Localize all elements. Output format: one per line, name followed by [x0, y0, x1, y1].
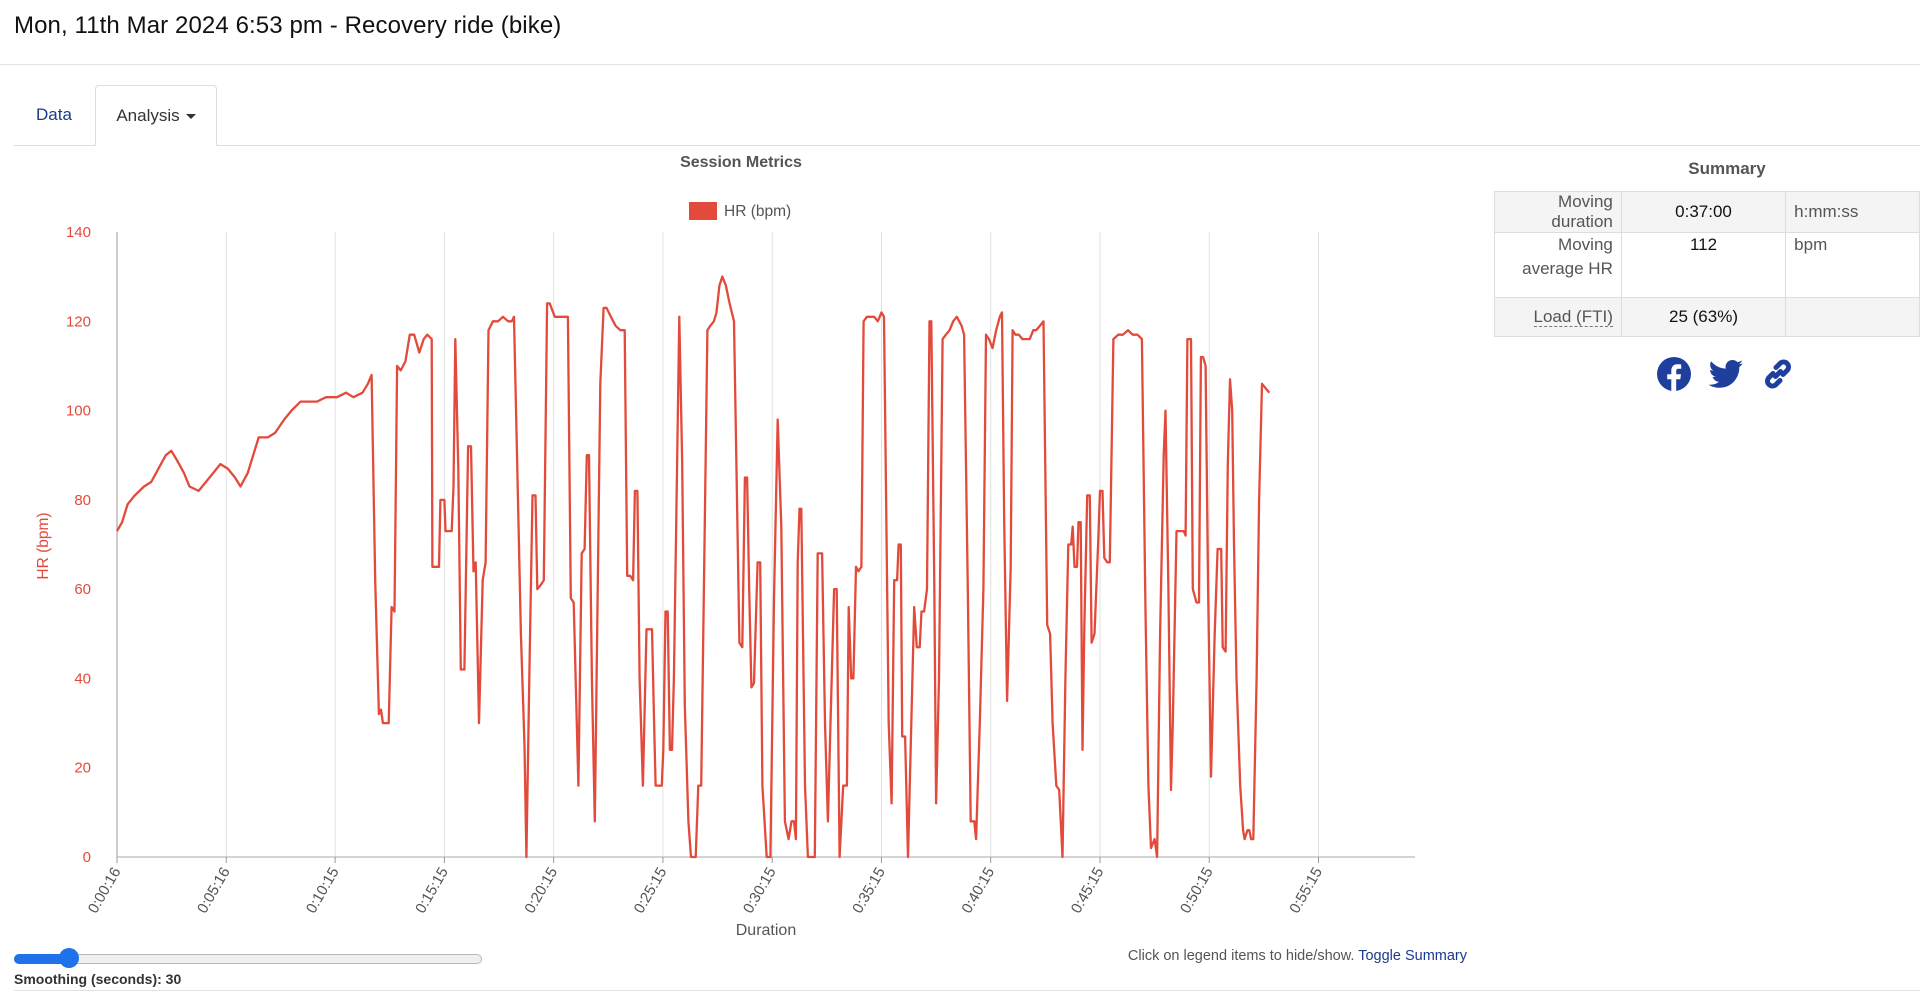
- summary-value: 0:37:00: [1620, 191, 1787, 233]
- twitter-icon: [1708, 360, 1743, 388]
- tab-data[interactable]: Data: [14, 85, 94, 145]
- y-tick-label: 80: [74, 492, 91, 509]
- x-tick-label: 0:15:15: [412, 865, 452, 917]
- summary-label: Moving average HR: [1494, 232, 1622, 298]
- slider-track[interactable]: [14, 954, 482, 964]
- x-tick-label: 0:20:15: [521, 865, 561, 917]
- legend-hint: Click on legend items to hide/show. Togg…: [1128, 948, 1467, 964]
- y-tick-label: 100: [66, 403, 91, 420]
- page-title: Mon, 11th Mar 2024 6:53 pm - Recovery ri…: [14, 12, 562, 39]
- y-tick-label: 40: [74, 670, 91, 687]
- summary-title: Summary: [1688, 159, 1766, 178]
- x-tick-label: 0:05:16: [194, 865, 234, 917]
- tab-analysis[interactable]: Analysis: [95, 85, 217, 146]
- smoothing-slider[interactable]: [14, 948, 482, 968]
- smoothing-value: 30: [165, 971, 182, 987]
- summary-value: 112: [1620, 232, 1787, 298]
- table-row: Load (FTI) 25 (63%): [1494, 297, 1920, 337]
- twitter-share-button[interactable]: [1708, 356, 1744, 392]
- x-tick-label: 0:45:15: [1068, 865, 1108, 917]
- summary-unit: bpm: [1785, 232, 1920, 298]
- x-axis: 0:00:16 0:05:16 0:10:15 0:15:15 0:20:15 0:25:…: [85, 857, 1326, 916]
- legend-swatch[interactable]: [689, 202, 717, 220]
- summary-table: Moving duration 0:37:00 h:mm:ss Moving a…: [1494, 191, 1920, 337]
- table-row: Moving duration 0:37:00 h:mm:ss: [1494, 191, 1920, 233]
- summary-unit: [1785, 297, 1920, 337]
- y-axis-label: HR (bpm): [35, 512, 52, 579]
- x-axis-label: Duration: [736, 922, 796, 939]
- summary-label: Load (FTI): [1494, 297, 1622, 337]
- facebook-share-button[interactable]: [1656, 356, 1692, 392]
- tab-data-label: Data: [36, 105, 72, 124]
- x-tick-label: 0:55:15: [1286, 865, 1326, 917]
- x-tick-label: 0:00:16: [85, 865, 125, 917]
- facebook-icon: [1657, 357, 1691, 392]
- summary-value: 25 (63%): [1620, 297, 1787, 337]
- link-icon: [1765, 359, 1791, 389]
- smoothing-label: Smoothing (seconds): 30: [14, 971, 181, 987]
- hr-chart: Session Metrics HR (bpm) 0 20 40 60 80 100 120…: [35, 154, 1415, 939]
- hr-series-line: [116, 275, 1271, 859]
- load-fti-label: Load (FTI): [1533, 307, 1613, 327]
- legend-label[interactable]: HR (bpm): [724, 203, 791, 220]
- title-divider: [0, 64, 1920, 65]
- chart-legend[interactable]: HR (bpm): [689, 202, 791, 220]
- summary-unit: h:mm:ss: [1785, 191, 1920, 233]
- chart-title: Session Metrics: [680, 154, 802, 171]
- x-tick-label: 0:30:15: [740, 865, 780, 917]
- toggle-summary-link[interactable]: Toggle Summary: [1358, 948, 1467, 964]
- slider-fill: [14, 954, 69, 964]
- y-tick-label: 140: [66, 224, 91, 241]
- y-axis: 0 20 40 60 80 100 120 140: [66, 224, 91, 866]
- y-tick-label: 60: [74, 581, 91, 598]
- tab-analysis-label: Analysis: [116, 106, 180, 125]
- y-tick-label: 20: [74, 760, 91, 777]
- slider-thumb[interactable]: [58, 948, 79, 968]
- legend-hint-text: Click on legend items to hide/show.: [1127, 948, 1355, 964]
- summary-label: Moving duration: [1494, 191, 1622, 233]
- copy-link-button[interactable]: [1760, 356, 1796, 392]
- x-tick-label: 0:10:15: [303, 865, 343, 917]
- caret-down-icon: [185, 114, 196, 120]
- x-tick-label: 0:25:15: [631, 865, 671, 917]
- x-tick-label: 0:50:15: [1177, 865, 1217, 917]
- y-tick-label: 0: [83, 849, 91, 866]
- tab-bar: Data Analysis: [14, 85, 1920, 146]
- x-tick-label: 0:35:15: [849, 865, 889, 917]
- table-row: Moving average HR 112 bpm: [1494, 232, 1920, 298]
- chart-gridlines: [116, 232, 1415, 858]
- bottom-divider: [14, 990, 1920, 991]
- y-tick-label: 120: [66, 313, 91, 330]
- x-tick-label: 0:40:15: [958, 865, 998, 917]
- smoothing-label-text: Smoothing (seconds):: [14, 971, 162, 987]
